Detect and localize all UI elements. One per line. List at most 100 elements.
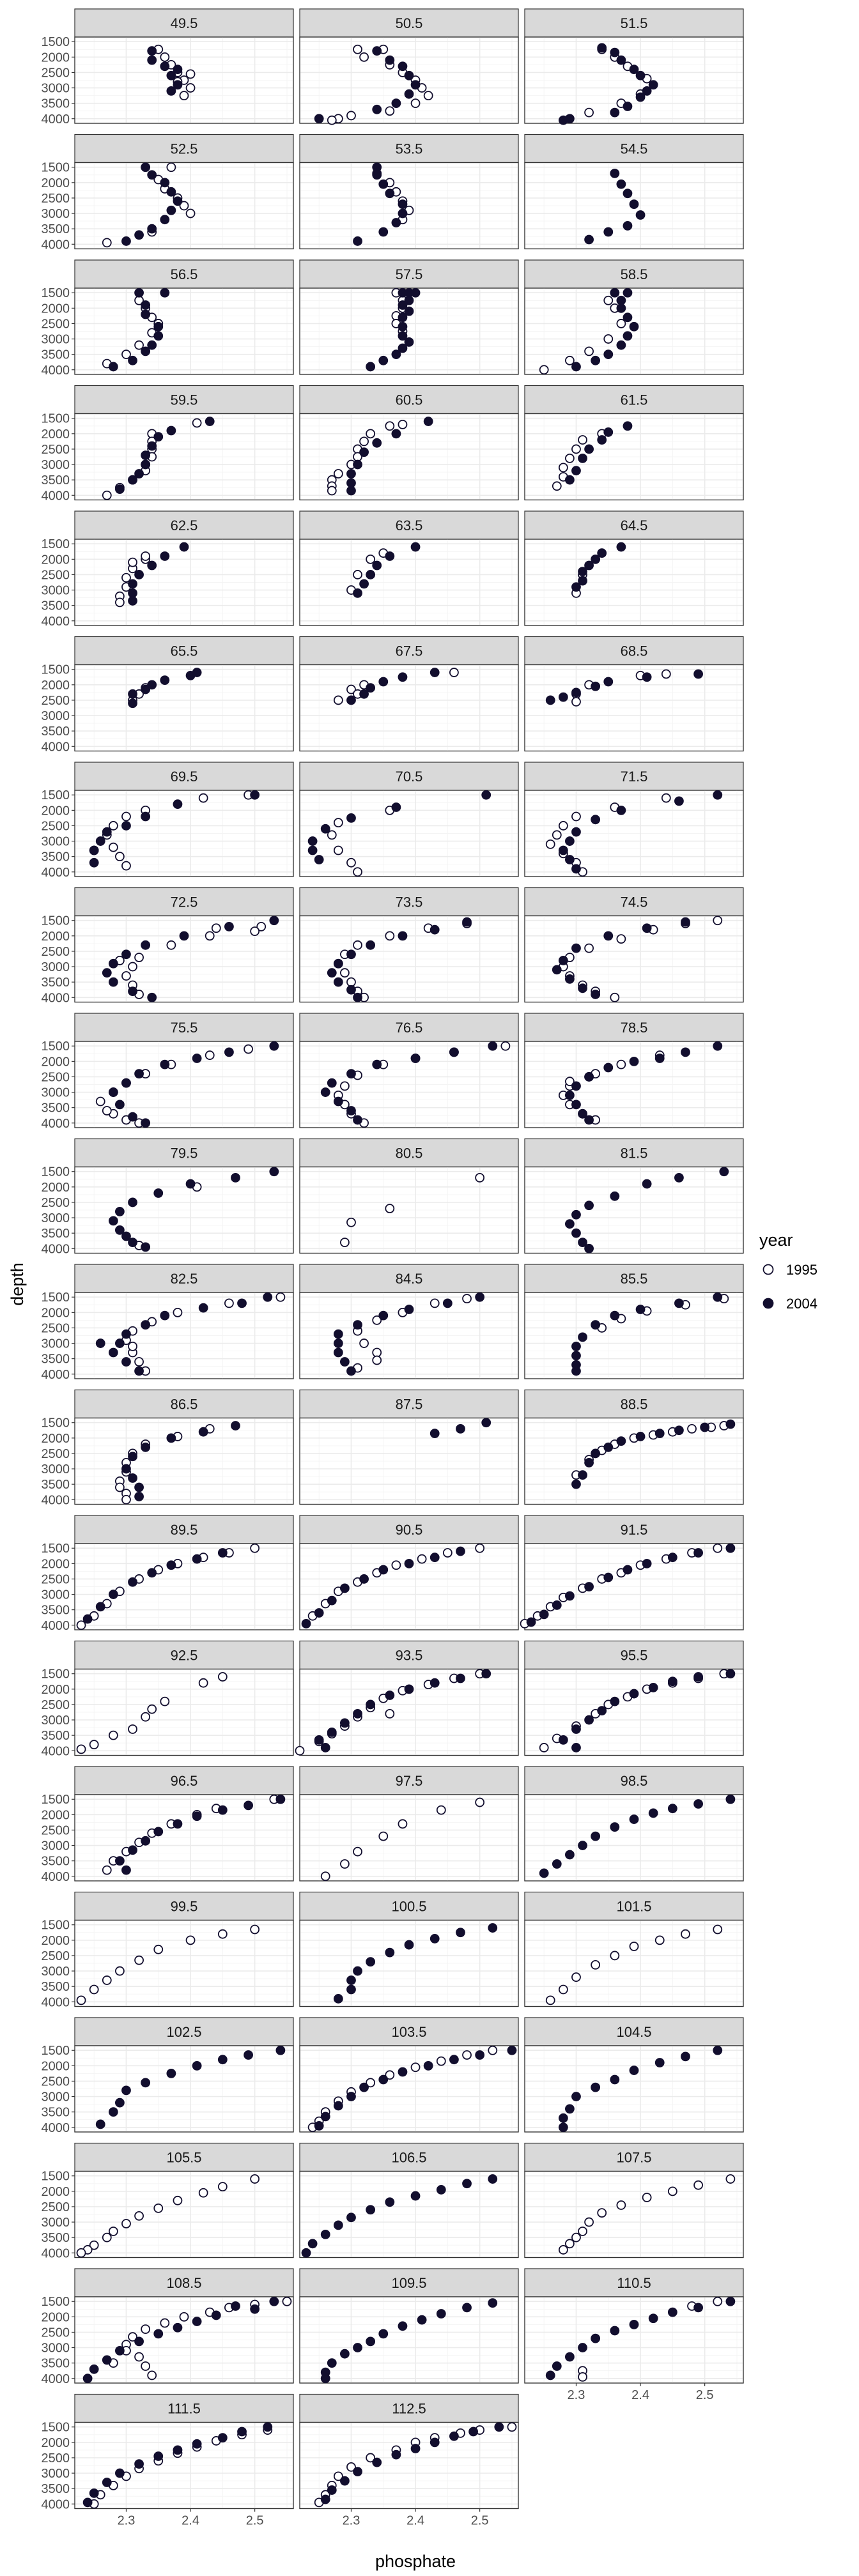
facet-strip (299, 134, 519, 164)
x-tick-label: 2.4 (406, 2514, 424, 2528)
point-2004 (346, 486, 356, 496)
point-2004 (217, 1805, 228, 1815)
point-2004 (166, 70, 176, 80)
point-1995 (372, 1315, 382, 1325)
point-2004 (108, 977, 118, 987)
point-2004 (141, 1242, 151, 1252)
x-tick-label: 2.5 (696, 2388, 714, 2402)
point-1995 (359, 436, 369, 447)
point-2004 (713, 2045, 723, 2055)
y-tick-label: 4000 (42, 1870, 70, 1884)
facet-strip (524, 134, 744, 164)
y-tick-label: 2000 (42, 50, 70, 65)
point-1995 (385, 106, 395, 116)
point-2004 (141, 1836, 151, 1846)
point-1995 (488, 2045, 498, 2055)
y-tick-label: 2500 (42, 192, 70, 206)
x-tick-label: 2.5 (246, 2514, 264, 2528)
point-2004 (333, 1347, 343, 1358)
point-1995 (693, 2180, 703, 2190)
facet-strip (299, 1891, 519, 1921)
point-2004 (359, 579, 369, 589)
y-tick-label: 1500 (42, 161, 70, 175)
facet-strip-label: 92.5 (171, 1648, 198, 1664)
facet-strip-label: 52.5 (171, 141, 198, 157)
point-2004 (578, 1470, 587, 1480)
point-2004 (359, 1574, 369, 1584)
y-tick-label: 4000 (42, 2372, 70, 2386)
panel-border (524, 1417, 744, 1505)
point-1995 (713, 2296, 723, 2306)
point-2004 (681, 2051, 690, 2062)
point-2004 (108, 2107, 118, 2117)
y-tick-label: 1500 (42, 1165, 70, 1179)
facet-strip (299, 1640, 519, 1670)
y-tick-label: 2500 (42, 1447, 70, 1461)
point-2004 (623, 331, 633, 341)
point-2004 (456, 1546, 465, 1556)
y-tick-label: 3000 (42, 2342, 70, 2356)
y-tick-label: 3500 (42, 2357, 70, 2371)
point-1995 (353, 867, 362, 877)
facet-strip (299, 2142, 519, 2172)
point-1995 (597, 2208, 607, 2218)
point-1995 (179, 201, 189, 211)
point-2004 (102, 968, 112, 978)
point-2004 (160, 1059, 170, 1070)
facet-strip-label: 81.5 (621, 1146, 648, 1162)
point-2004 (346, 695, 356, 705)
point-1995 (115, 1966, 125, 1976)
point-2004 (153, 331, 164, 341)
point-2004 (173, 80, 183, 90)
y-tick-label: 1500 (42, 1542, 70, 1556)
facet-strip (74, 1766, 294, 1795)
facet-panel-69.5: 69.5 (74, 762, 294, 877)
facet-strip (524, 2017, 744, 2046)
point-1995 (108, 2227, 118, 2236)
point-2004 (565, 855, 575, 864)
point-2004 (320, 2373, 330, 2384)
facet-strip (524, 2268, 744, 2297)
point-1995 (340, 1859, 350, 1869)
facet-strip-label: 61.5 (621, 392, 648, 408)
point-1995 (642, 2193, 652, 2202)
point-2004 (160, 215, 170, 225)
point-2004 (616, 55, 626, 65)
x-tick-label: 2.5 (471, 2514, 489, 2528)
point-2004 (378, 227, 389, 237)
y-tick-label: 1500 (42, 2295, 70, 2309)
point-2004 (269, 916, 279, 926)
point-1995 (185, 208, 196, 218)
point-1995 (134, 2211, 144, 2221)
point-2004 (179, 542, 189, 552)
x-tick-label: 2.3 (118, 2514, 135, 2528)
point-2004 (327, 968, 337, 978)
y-tick-label: 3000 (42, 2216, 70, 2230)
panel-border (74, 413, 294, 501)
point-2004 (623, 312, 633, 323)
facet-strip-label: 96.5 (171, 1773, 198, 1789)
point-1995 (366, 2453, 376, 2463)
point-2004 (141, 1118, 151, 1128)
point-2004 (430, 1934, 440, 1943)
y-tick-label: 3000 (42, 1713, 70, 1728)
panel-border (524, 288, 744, 375)
point-2004 (198, 1303, 208, 1313)
point-2004 (423, 2060, 433, 2071)
y-tick-label: 4000 (42, 489, 70, 503)
point-1995 (584, 943, 594, 953)
point-2004 (353, 2343, 362, 2352)
point-2004 (353, 459, 362, 470)
point-2004 (333, 1096, 343, 1107)
point-2004 (173, 2322, 183, 2333)
point-2004 (398, 2321, 408, 2331)
point-1995 (192, 418, 202, 428)
panel-border (74, 1041, 294, 1128)
point-1995 (340, 1238, 350, 1248)
point-2004 (667, 1804, 677, 1814)
y-tick-label: 4000 (42, 238, 70, 252)
point-2004 (391, 802, 401, 812)
point-1995 (423, 91, 433, 101)
facet-panel-67.5: 67.5 (299, 636, 519, 752)
facet-panel-88.5: 88.5 (524, 1389, 744, 1505)
